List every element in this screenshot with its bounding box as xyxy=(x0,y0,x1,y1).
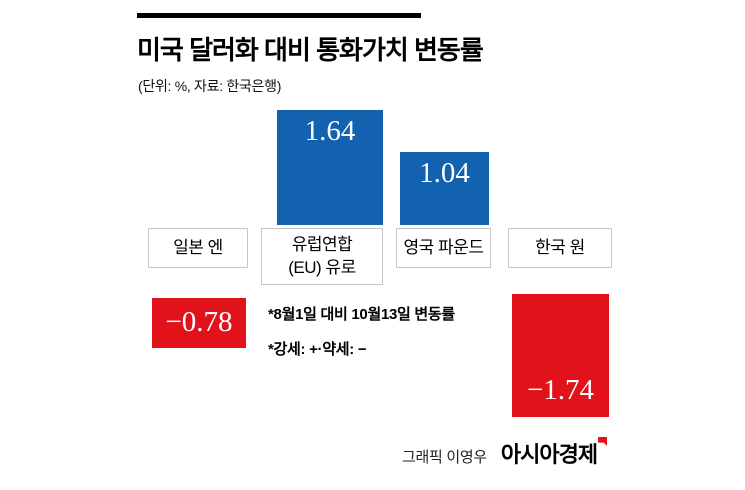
category-label-gbp: 영국 파운드 xyxy=(396,228,491,268)
category-label-krw: 한국 원 xyxy=(508,228,612,268)
asiae-brand-text: 아시아경제 xyxy=(500,442,598,467)
category-label-krw-text: 한국 원 xyxy=(535,237,585,257)
graphic-credit: 그래픽 이영우 xyxy=(402,449,487,466)
category-label-jpy: 일본 엔 xyxy=(148,228,248,268)
footer: 그래픽 이영우 아시아경제 xyxy=(402,437,608,469)
chart-title: 미국 달러화 대비 통화가치 변동률 xyxy=(137,35,484,65)
footnote-period: *8월1일 대비 10월13일 변동률 xyxy=(268,306,455,323)
category-label-eur: 유럽연합 (EU) 유로 xyxy=(261,228,383,285)
category-label-eur-line2: (EU) 유로 xyxy=(288,257,356,277)
bar-value-eur: 1.64 xyxy=(304,115,356,147)
asiae-logo-mark-icon xyxy=(598,437,608,446)
footnote-sign-legend: *강세: +·약세: − xyxy=(268,341,367,358)
bar-gbp: 1.04 xyxy=(400,152,489,225)
chart-subtitle: (단위: %, 자료: 한국은행) xyxy=(138,78,282,94)
bar-value-krw: −1.74 xyxy=(526,374,595,407)
bar-krw: −1.74 xyxy=(512,294,609,417)
category-label-eur-line1: 유럽연합 xyxy=(291,235,353,255)
category-label-jpy-text: 일본 엔 xyxy=(173,237,223,257)
bar-eur: 1.64 xyxy=(277,110,383,225)
category-label-gbp-text: 영국 파운드 xyxy=(403,237,484,257)
bar-jpy: −0.78 xyxy=(152,298,246,348)
bar-value-jpy: −0.78 xyxy=(165,306,233,339)
asiae-brand-logo: 아시아경제 xyxy=(500,437,608,469)
bar-value-gbp: 1.04 xyxy=(419,157,470,189)
title-top-rule xyxy=(137,13,421,18)
